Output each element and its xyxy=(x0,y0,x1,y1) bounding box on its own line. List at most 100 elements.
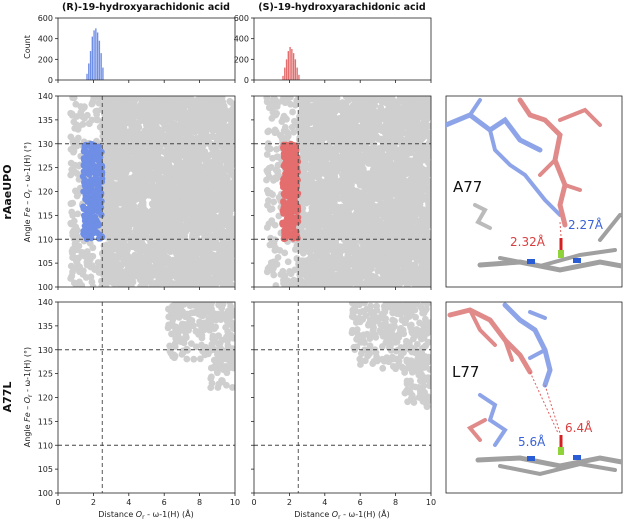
scatter-point-grey xyxy=(141,243,149,251)
scatter-point-highlight xyxy=(93,169,100,176)
scatter-point-grey xyxy=(215,277,223,284)
scatter-point-grey xyxy=(133,173,141,181)
scatter-point-grey xyxy=(205,273,212,280)
y-tick-label: 130 xyxy=(38,140,53,149)
scatter-point-grey xyxy=(169,146,177,154)
scatter-point-grey xyxy=(209,174,217,182)
scatter-point-grey xyxy=(159,238,167,246)
scatter-point-grey xyxy=(231,265,235,273)
scatter-point-grey xyxy=(170,282,178,287)
scatter-point-grey xyxy=(143,104,151,112)
scatter-point-grey xyxy=(207,108,214,116)
scatter-point-highlight xyxy=(87,140,95,147)
scatter-point-grey xyxy=(230,178,235,186)
scatter-point-grey xyxy=(126,218,133,226)
scatter-point-grey xyxy=(223,243,230,251)
scatter-point-grey xyxy=(126,150,133,158)
scatter-point-grey xyxy=(206,236,214,244)
scatter-point-grey xyxy=(272,282,280,287)
y-tick-label: 140 xyxy=(38,92,53,101)
scatter-point-grey xyxy=(153,160,161,168)
scatter-point-grey xyxy=(71,124,79,132)
scatter-point-grey xyxy=(195,123,203,130)
scatter-ylabel-bottom: Angle Fe – Or - ω-1(H) (°) xyxy=(23,347,34,447)
scatter-point-grey xyxy=(166,266,173,274)
scatter-point-grey xyxy=(126,283,134,287)
scatter-point-grey xyxy=(171,232,179,240)
scatter-point-grey xyxy=(279,267,287,275)
hist-ylabel: Count xyxy=(23,35,32,59)
scatter-point-grey xyxy=(192,261,199,269)
scatter-point-grey xyxy=(136,113,144,121)
scatter-point-grey xyxy=(200,222,208,230)
scatter-point-grey xyxy=(149,240,156,248)
scatter-point-grey xyxy=(120,273,127,281)
scatter-point-grey xyxy=(182,102,190,109)
scatter-point-grey xyxy=(176,103,184,111)
scatter-point-grey xyxy=(207,192,215,200)
scatter-point-grey xyxy=(148,211,156,219)
scatter-point-grey xyxy=(212,96,220,101)
y-tick-label: 400 xyxy=(234,35,249,44)
scatter-point-grey xyxy=(169,154,177,161)
scatter-point-grey xyxy=(265,104,273,112)
scatter-point-grey xyxy=(107,274,115,282)
scatter-point-grey xyxy=(162,278,170,285)
hist-bar xyxy=(86,73,88,80)
scatter-point-grey xyxy=(161,229,169,237)
scatter-point-grey xyxy=(129,189,137,197)
scatter-point-grey xyxy=(80,103,88,111)
hist-bar xyxy=(296,67,298,80)
scatter-point-grey xyxy=(143,121,150,129)
scatter-point-grey xyxy=(205,212,213,220)
scatter-point-grey xyxy=(128,124,136,131)
scatter-point-grey xyxy=(167,258,174,266)
scatter-point-grey xyxy=(215,270,223,278)
scatter-point-grey xyxy=(172,271,180,279)
scatter-point-grey xyxy=(139,206,147,214)
scatter-point-grey xyxy=(117,164,125,172)
scatter-point-grey xyxy=(69,268,76,276)
y-tick-label: 135 xyxy=(38,116,53,125)
scatter-point-highlight xyxy=(86,152,93,160)
scatter-point-grey xyxy=(185,97,193,105)
scatter-point-grey xyxy=(163,125,171,133)
scatter-point-grey xyxy=(100,101,108,109)
col-title-s: (S)-19-hydroxyarachidonic acid xyxy=(258,2,425,13)
scatter-point-grey xyxy=(152,174,160,182)
scatter-point-grey xyxy=(269,96,277,103)
scatter-point-grey xyxy=(222,251,230,259)
scatter-point-grey xyxy=(217,200,225,208)
scatter-point-grey xyxy=(283,115,290,123)
scatter-point-grey xyxy=(146,270,154,278)
scatter-point-grey xyxy=(180,167,188,175)
scatter-point-grey xyxy=(138,197,146,205)
scatter-point-grey xyxy=(183,145,191,153)
hist-bar xyxy=(285,59,288,80)
col-title-r: (R)-19-hydroxyarachidonic acid xyxy=(62,2,230,13)
scatter-point-grey xyxy=(155,139,163,147)
hist-bar xyxy=(289,46,291,80)
scatter-point-grey xyxy=(216,251,224,259)
scatter-point-grey xyxy=(110,160,118,168)
scatter-point-grey xyxy=(103,135,111,143)
scatter-point-grey xyxy=(133,120,141,128)
scatter-point-grey xyxy=(79,270,87,278)
scatter-point-grey xyxy=(185,205,193,213)
scatter-point-grey xyxy=(91,266,99,273)
scatter-point-grey xyxy=(187,251,195,259)
scatter-point-grey xyxy=(213,180,221,188)
scatter-point-grey xyxy=(84,253,92,261)
scatter-point-grey xyxy=(67,275,75,282)
scatter-point-grey xyxy=(129,100,137,108)
scatter-point-grey xyxy=(274,168,282,175)
scatter-point-grey xyxy=(106,118,114,126)
scatter-point-grey xyxy=(100,261,108,269)
scatter-point-highlight xyxy=(90,197,97,205)
scatter-point-grey xyxy=(74,134,82,142)
grey-points xyxy=(67,96,235,287)
